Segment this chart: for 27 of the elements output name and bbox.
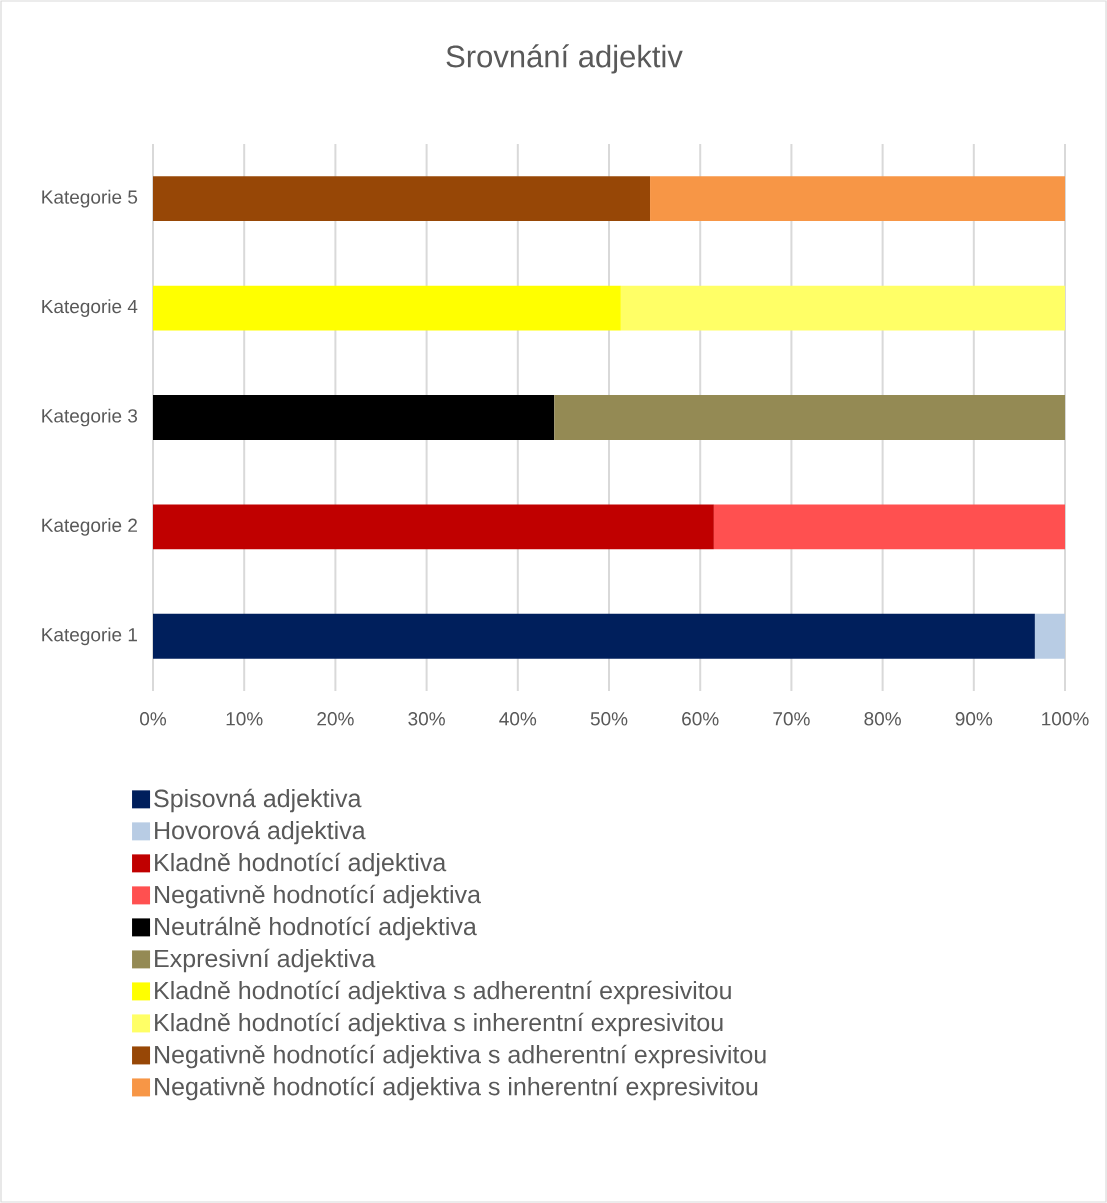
legend-label: Spisovná adjektiva <box>154 788 362 813</box>
x-tick-label: 0% <box>140 712 167 726</box>
x-tick-label: 30% <box>408 712 445 726</box>
chart-title: Srovnání adjektiv <box>446 44 683 74</box>
y-tick-label: Kategorie 2 <box>42 518 137 536</box>
legend-label: Negativně hodnotící adjektiva s inherentní expresivitou <box>155 1076 758 1101</box>
x-tick-label: 50% <box>590 712 628 726</box>
legend-label: Kladně hodnotící adjektiva <box>155 852 447 877</box>
x-tick-label: 100% <box>1042 712 1089 726</box>
x-tick-label: 80% <box>864 712 901 726</box>
x-tick-label: 10% <box>226 712 263 726</box>
x-tick-label: 40% <box>499 712 537 726</box>
legend-label: Kladně hodnotící adjektiva s adherentní expresivitou <box>155 980 731 1005</box>
legend-label: Kladně hodnotící adjektiva s inherentní expresivitou <box>155 1012 723 1037</box>
x-tick-label: 20% <box>317 712 354 726</box>
legend-label: Negativně hodnotící adjektiva s adherentní expresivitou <box>155 1044 766 1069</box>
x-tick-label: 90% <box>955 712 993 726</box>
legend-label: Neutrálně hodnotící adjektiva <box>155 916 477 941</box>
y-tick-label: Kategorie 5 <box>42 189 138 208</box>
legend-label: Negativně hodnotící adjektiva <box>155 884 481 909</box>
legend-label: Hovorová adjektiva <box>155 820 366 845</box>
y-tick-label: Kategorie 4 <box>42 299 138 317</box>
x-tick-label: 60% <box>682 712 719 726</box>
x-tick-label: 70% <box>773 712 810 726</box>
legend-label: Expresivní adjektiva <box>155 948 376 973</box>
y-tick-label: Kategorie 1 <box>42 627 137 646</box>
y-tick-label: Kategorie 3 <box>42 408 138 427</box>
